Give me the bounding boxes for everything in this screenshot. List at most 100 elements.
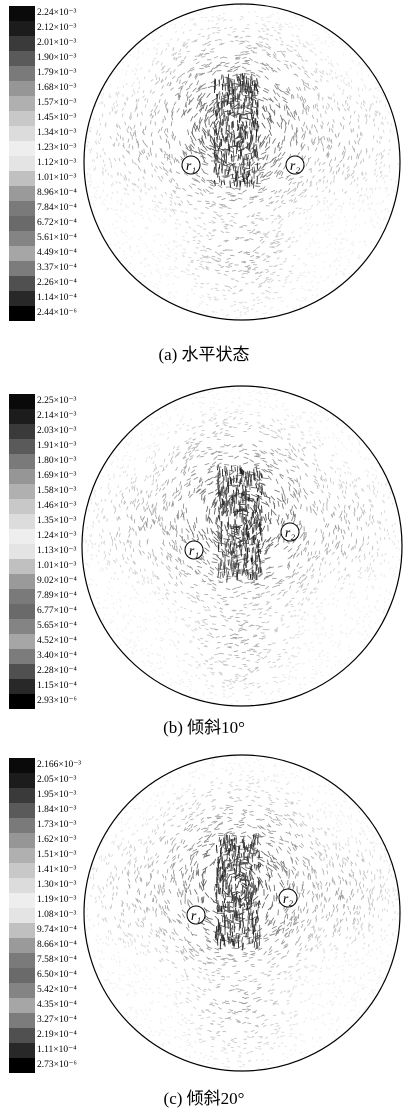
flow-vector (230, 254, 235, 257)
colorbar-tick-label: 1.57×10⁻³ (37, 98, 77, 108)
flow-vector (175, 171, 181, 174)
flow-vector (166, 616, 169, 619)
flow-vector (263, 406, 266, 408)
flow-vector (168, 251, 171, 253)
flow-vector (267, 543, 274, 548)
flow-vector (270, 692, 273, 695)
flow-vector (265, 571, 271, 574)
flow-vector (376, 96, 379, 99)
flow-vector (95, 503, 98, 506)
flow-vector (388, 193, 391, 196)
flow-vector (365, 65, 367, 68)
flow-vector (221, 175, 228, 177)
flow-vector (205, 188, 210, 193)
flow-vector (198, 147, 201, 153)
flow-vector (382, 201, 385, 204)
flow-vector (203, 452, 208, 455)
flow-vector (215, 213, 220, 217)
flow-vector (147, 551, 151, 556)
flow-vector (329, 203, 332, 206)
flow-vector (210, 635, 215, 639)
flow-vector (232, 530, 240, 535)
colorbar-tick-label: 1.80×10⁻³ (37, 456, 77, 466)
flow-vector (310, 416, 313, 419)
flow-vector (329, 264, 332, 267)
flow-vector (261, 240, 265, 244)
flow-vector (140, 261, 143, 264)
flow-vector (127, 442, 130, 446)
flow-vector (204, 121, 207, 128)
flow-vector (179, 79, 181, 84)
flow-vector (343, 81, 345, 84)
flow-vector (156, 287, 159, 290)
flow-vector (311, 665, 314, 668)
flow-vector (245, 110, 252, 114)
flow-vector (398, 558, 400, 562)
flow-vector (150, 132, 153, 137)
flow-vector (248, 566, 254, 571)
flow-vector (314, 85, 317, 90)
flow-vector (284, 22, 287, 25)
flow-vector (313, 541, 316, 546)
flow-vector (329, 163, 331, 168)
flow-vector (249, 671, 253, 673)
flow-vector (151, 253, 155, 256)
flow-vector (123, 232, 126, 235)
flow-vector (324, 229, 327, 232)
flow-vector (138, 81, 140, 84)
flow-vector (145, 423, 147, 426)
flow-vector (348, 106, 351, 110)
flow-vector (172, 189, 177, 192)
flow-vector (189, 261, 193, 264)
colorbar-swatch (9, 589, 35, 604)
flow-vector (310, 225, 313, 228)
flow-vector (245, 686, 249, 688)
flow-vector (146, 576, 149, 580)
flow-vector (386, 529, 389, 532)
flow-vector (115, 213, 119, 216)
flow-vector (189, 687, 192, 690)
flow-vector (212, 70, 217, 76)
flow-vector (201, 87, 207, 90)
flow-vector (308, 272, 311, 274)
flow-vector (327, 121, 330, 126)
flow-vector (171, 539, 175, 544)
flow-vector (281, 96, 287, 101)
flow-vector (277, 279, 281, 282)
flow-vector (204, 110, 209, 117)
flow-vector (101, 200, 104, 203)
flow-vector (158, 217, 161, 220)
flow-vector (209, 569, 214, 574)
flow-vector (238, 315, 242, 318)
flow-vector (181, 509, 184, 515)
flow-vector (174, 260, 177, 262)
flow-vector (205, 65, 210, 68)
flow-vector (288, 575, 292, 580)
flow-vector (321, 625, 324, 628)
flow-vector (290, 199, 294, 203)
flow-vector (362, 619, 365, 622)
flow-vector (337, 232, 340, 235)
flow-vector (316, 282, 319, 285)
flow-vector (266, 154, 269, 161)
flow-vector (375, 113, 378, 117)
flow-vector (104, 198, 107, 201)
flow-vector (282, 99, 288, 104)
flow-vector (261, 635, 266, 638)
flow-vector (164, 115, 167, 121)
flow-vector (321, 121, 324, 125)
flow-vector (324, 548, 328, 552)
flow-vector (321, 443, 324, 446)
flow-vector (201, 488, 207, 493)
flow-vector (266, 621, 270, 624)
flow-vector (341, 428, 344, 432)
flow-vector (361, 510, 364, 514)
flow-vector (229, 219, 233, 222)
flow-vector (278, 216, 282, 219)
flow-vector (246, 264, 251, 268)
flow-vector (161, 70, 165, 74)
flow-vector (297, 258, 301, 260)
flow-vector (116, 86, 119, 89)
flow-vector (275, 83, 279, 88)
flow-vector (166, 128, 169, 133)
